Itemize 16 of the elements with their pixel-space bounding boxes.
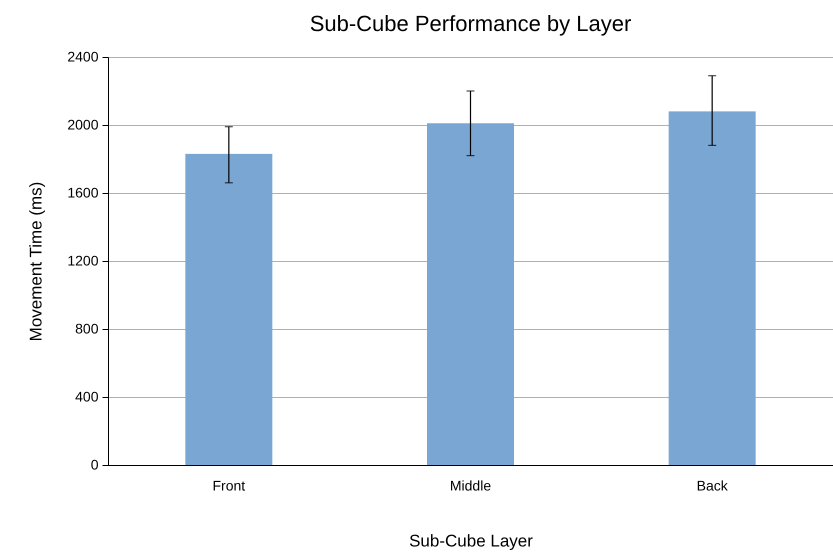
y-axis-title: Movement Time (ms) (26, 182, 46, 342)
x-axis-title: Sub-Cube Layer (409, 532, 534, 550)
y-tick-label: 400 (75, 388, 99, 404)
bar (668, 111, 756, 465)
y-tick-label: 0 (90, 456, 99, 472)
y-tick-label: 800 (75, 320, 99, 336)
y-tick-label: 1600 (67, 184, 99, 200)
y-tick-label: 2000 (67, 116, 99, 132)
bar (185, 154, 272, 465)
x-tick-label: Back (696, 478, 729, 494)
y-tick-label: 2400 (67, 48, 99, 64)
x-tick-label: Middle (450, 478, 492, 494)
x-tick-label: Front (212, 478, 246, 494)
y-tick-label: 1200 (67, 252, 99, 268)
chart-title: Sub-Cube Performance by Layer (310, 11, 632, 36)
bar (427, 123, 514, 465)
